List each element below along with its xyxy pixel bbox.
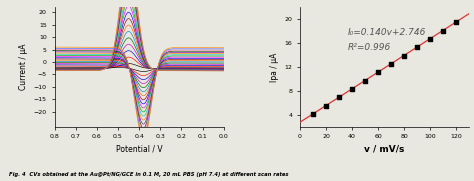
Point bbox=[348, 88, 356, 90]
Point bbox=[387, 63, 395, 66]
Point bbox=[322, 104, 330, 107]
Point bbox=[309, 113, 317, 116]
Point bbox=[453, 21, 460, 24]
X-axis label: v / mV/s: v / mV/s bbox=[365, 145, 405, 154]
Text: R²=0.996: R²=0.996 bbox=[347, 43, 391, 52]
Point bbox=[374, 71, 382, 74]
Text: Fig. 4  CVs obtained at the Au@Pt/NG/GCE in 0.1 M, 20 mL PBS (pH 7.4) at differe: Fig. 4 CVs obtained at the Au@Pt/NG/GCE … bbox=[9, 172, 289, 177]
Text: I₀=0.140v+2.746: I₀=0.140v+2.746 bbox=[347, 28, 426, 37]
Point bbox=[439, 29, 447, 32]
Point bbox=[335, 96, 343, 99]
Point bbox=[361, 79, 369, 82]
X-axis label: Potential / V: Potential / V bbox=[116, 145, 163, 154]
Point bbox=[401, 54, 408, 57]
Y-axis label: Current / μA: Current / μA bbox=[19, 44, 28, 90]
Y-axis label: Ipa / μA: Ipa / μA bbox=[270, 52, 279, 82]
Point bbox=[427, 37, 434, 40]
Point bbox=[413, 46, 421, 49]
